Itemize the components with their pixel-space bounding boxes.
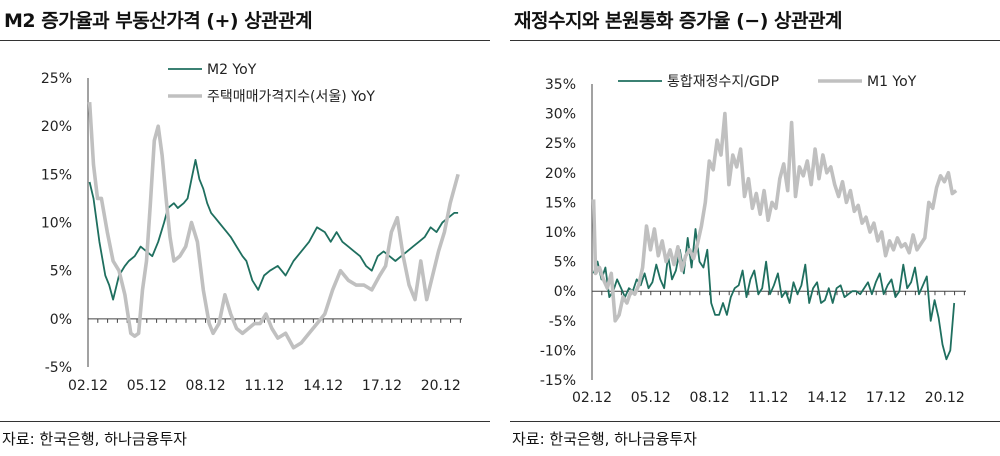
fiscal-m1-line-chart: 35% 30% 25% 20% 15% 10% 5% 0% -5% -10% -15%02.12 05…	[540, 74, 966, 406]
x-tick-label: 05.12	[631, 390, 671, 406]
y-tick-label: 15%	[41, 167, 72, 183]
series-line-1	[591, 111, 958, 323]
legend-label-1: 주택매매가격지수(서울) YoY	[207, 89, 375, 105]
y-tick-label: 20%	[41, 119, 72, 135]
x-tick-label: 02.12	[572, 390, 612, 406]
m2-housing-line-chart: 25% 20% 15% 10% 5% 0% -5% 02.12 05.12 08.12 11.12 1…	[41, 62, 462, 394]
series-line-1	[87, 101, 460, 350]
source-rule	[510, 421, 1000, 422]
x-tick-label: 08.12	[690, 390, 730, 406]
chart-panel-m2-housing: M2 증가율과 부동산가격 (+) 상관관계 25% 20% 15% 10% 5% 0% -…	[0, 0, 490, 456]
y-tick-label: 0%	[554, 284, 576, 300]
y-tick-label: 10%	[545, 225, 576, 241]
x-tick-label: 11.12	[748, 390, 788, 406]
x-tick-label: 17.12	[362, 378, 402, 394]
chart-panel-fiscal-m1: 재정수지와 본원통화 증가율 (−) 상관관계 35% 30% 25% 20% 15% 1…	[510, 0, 1000, 456]
x-tick-label: 11.12	[244, 378, 284, 394]
source-note: 자료: 한국은행, 하나금융투자	[512, 430, 697, 448]
series-line-0	[592, 228, 956, 361]
x-tick-label: 14.12	[807, 390, 847, 406]
y-tick-label: -5%	[549, 314, 576, 330]
source-rule	[0, 421, 490, 422]
legend-label-1: M1 YoY	[867, 74, 917, 90]
x-tick-label: 17.12	[866, 390, 906, 406]
x-tick-label: 20.12	[925, 390, 965, 406]
legend-label-0: 통합재정수지/GDP	[667, 74, 779, 90]
y-tick-label: 5%	[554, 255, 576, 271]
y-tick-label: 30%	[545, 107, 576, 123]
chart-title: 재정수지와 본원통화 증가율 (−) 상관관계	[514, 10, 842, 32]
y-tick-label: 10%	[41, 216, 72, 232]
y-tick-label: -10%	[540, 343, 576, 359]
y-tick-label: 25%	[41, 71, 72, 87]
source-note: 자료: 한국은행, 하나금융투자	[2, 430, 187, 448]
y-tick-label: 0%	[50, 312, 72, 328]
title-rule	[0, 40, 490, 41]
y-tick-label: -15%	[540, 373, 576, 389]
y-tick-label: 25%	[545, 136, 576, 152]
chart-title: M2 증가율과 부동산가격 (+) 상관관계	[4, 10, 313, 32]
y-tick-label: 20%	[545, 166, 576, 182]
title-rule	[510, 40, 1000, 41]
x-tick-label: 14.12	[303, 378, 343, 394]
y-tick-label: 15%	[545, 195, 576, 211]
x-tick-label: 08.12	[186, 378, 226, 394]
y-tick-label: 5%	[50, 264, 72, 280]
x-tick-label: 02.12	[68, 378, 108, 394]
x-tick-label: 20.12	[421, 378, 461, 394]
y-tick-label: 35%	[545, 77, 576, 93]
y-tick-label: -5%	[45, 360, 72, 376]
legend-label-0: M2 YoY	[207, 62, 257, 78]
x-tick-label: 05.12	[127, 378, 167, 394]
